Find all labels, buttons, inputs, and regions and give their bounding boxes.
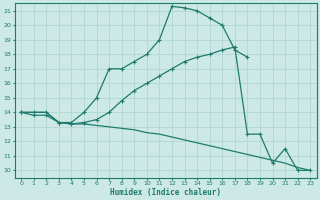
X-axis label: Humidex (Indice chaleur): Humidex (Indice chaleur) [110, 188, 221, 197]
